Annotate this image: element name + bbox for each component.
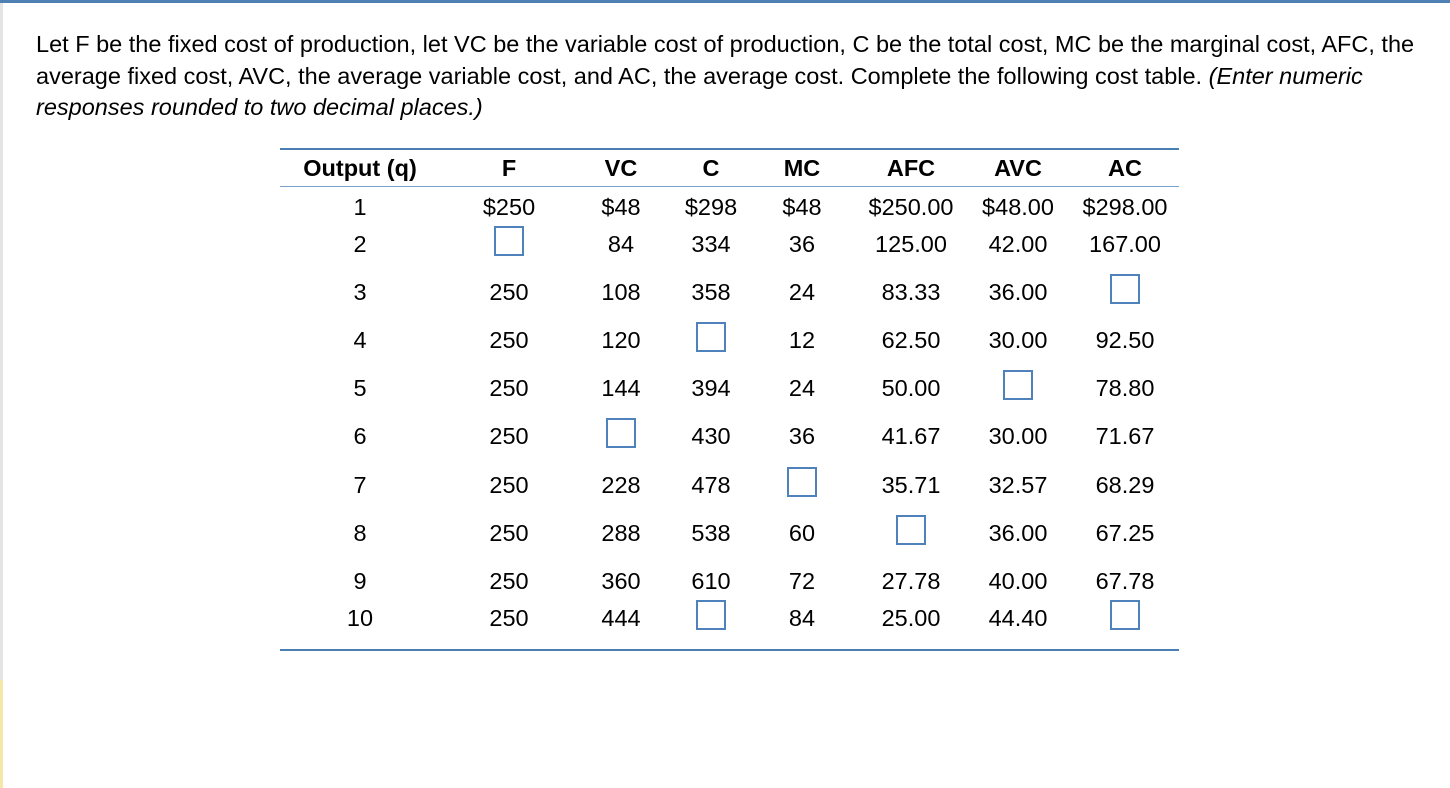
cell-vc-q5: 144 [601, 375, 641, 401]
left-edge [0, 3, 3, 788]
cell-ac-q5: 78.80 [1095, 375, 1155, 401]
cell-mc-q3: 24 [788, 279, 816, 305]
cell-c-q5: 394 [691, 375, 731, 401]
answer-input-c-q10[interactable] [696, 600, 726, 630]
cell-f-q6: 250 [489, 423, 529, 449]
cell-ac-q7: 68.29 [1095, 472, 1155, 498]
cell-c-q7: 478 [691, 472, 731, 498]
cell-afc-q6: 41.67 [881, 423, 941, 449]
cell-avc-q8: 36.00 [988, 520, 1048, 546]
header-c: C [702, 155, 720, 181]
cell-vc-q4: 120 [601, 327, 641, 353]
answer-input-avc-q5[interactable] [1003, 370, 1033, 400]
cell-mc-q2: 36 [788, 231, 816, 257]
cell-vc-q2: 84 [607, 231, 635, 257]
cell-vc-q10: 444 [601, 605, 641, 631]
cell-c-q9: 610 [691, 568, 731, 594]
cell-avc-q3: 36.00 [988, 279, 1048, 305]
cell-afc-q7: 35.71 [881, 472, 941, 498]
header-mc: MC [783, 155, 821, 181]
answer-input-c-q4[interactable] [696, 322, 726, 352]
left-edge-highlight [0, 680, 3, 788]
cell-c-q1: $298 [684, 194, 738, 220]
cell-ac-q1: $298.00 [1082, 194, 1168, 220]
cell-avc-q4: 30.00 [988, 327, 1048, 353]
cell-mc-q4: 12 [788, 327, 816, 353]
cell-avc-q1: $48.00 [982, 194, 1054, 220]
cell-vc-q1: $48 [601, 194, 641, 220]
cell-f-q10: 250 [489, 605, 529, 631]
cell-mc-q5: 24 [788, 375, 816, 401]
cell-avc-q6: 30.00 [988, 423, 1048, 449]
cell-ac-q4: 92.50 [1095, 327, 1155, 353]
cell-output-q5: 5 [353, 375, 367, 401]
table-top-rule [280, 148, 1179, 150]
header-avc: AVC [994, 155, 1042, 181]
cell-output-q10: 10 [346, 605, 374, 631]
cell-f-q4: 250 [489, 327, 529, 353]
cell-vc-q7: 228 [601, 472, 641, 498]
cell-f-q3: 250 [489, 279, 529, 305]
question-text: Let F be the fixed cost of production, l… [36, 31, 1415, 89]
cell-afc-q10: 25.00 [881, 605, 941, 631]
cell-mc-q1: $48 [782, 194, 822, 220]
cell-ac-q9: 67.78 [1095, 568, 1155, 594]
header-afc: AFC [886, 155, 936, 181]
cell-avc-q10: 44.40 [988, 605, 1048, 631]
cell-f-q9: 250 [489, 568, 529, 594]
answer-input-afc-q8[interactable] [896, 515, 926, 545]
answer-input-mc-q7[interactable] [787, 467, 817, 497]
cell-f-q1: $250 [482, 194, 536, 220]
cell-output-q3: 3 [353, 279, 367, 305]
header-output: Output (q) [303, 155, 417, 181]
cell-afc-q3: 83.33 [881, 279, 941, 305]
cell-f-q5: 250 [489, 375, 529, 401]
cell-vc-q8: 288 [601, 520, 641, 546]
question-instruction: (Enter numeric responses rounded to two … [36, 62, 1363, 121]
question-prompt: Let F be the fixed cost of production, l… [36, 29, 1416, 124]
cell-ac-q8: 67.25 [1095, 520, 1155, 546]
top-accent-bar [0, 0, 1450, 3]
cell-output-q4: 4 [353, 327, 367, 353]
cell-output-q7: 7 [353, 472, 367, 498]
header-f: F [501, 155, 517, 181]
header-ac: AC [1108, 155, 1142, 181]
cell-vc-q9: 360 [601, 568, 641, 594]
cell-vc-q3: 108 [601, 279, 641, 305]
cell-c-q8: 538 [691, 520, 731, 546]
cell-afc-q2: 125.00 [875, 231, 947, 257]
cell-ac-q2: 167.00 [1089, 231, 1161, 257]
cell-output-q9: 9 [353, 568, 367, 594]
cell-f-q7: 250 [489, 472, 529, 498]
answer-input-f-q2[interactable] [494, 226, 524, 256]
cell-mc-q10: 84 [788, 605, 816, 631]
table-bottom-rule [280, 649, 1179, 651]
header-vc: VC [604, 155, 638, 181]
cell-output-q8: 8 [353, 520, 367, 546]
cell-c-q2: 334 [691, 231, 731, 257]
cell-afc-q4: 62.50 [881, 327, 941, 353]
answer-input-ac-q3[interactable] [1110, 274, 1140, 304]
cell-ac-q6: 71.67 [1095, 423, 1155, 449]
answer-input-ac-q10[interactable] [1110, 600, 1140, 630]
cell-output-q1: 1 [353, 194, 367, 220]
cell-f-q8: 250 [489, 520, 529, 546]
cell-avc-q9: 40.00 [988, 568, 1048, 594]
table-header-rule [280, 186, 1179, 187]
cell-mc-q6: 36 [788, 423, 816, 449]
cell-output-q6: 6 [353, 423, 367, 449]
cell-mc-q8: 60 [788, 520, 816, 546]
cell-afc-q5: 50.00 [881, 375, 941, 401]
cell-avc-q7: 32.57 [988, 472, 1048, 498]
cell-c-q3: 358 [691, 279, 731, 305]
cost-table: Output (q) F VC C MC AFC AVC AC 1 $250 $48 $298 $48 $… [280, 148, 1179, 651]
answer-input-vc-q6[interactable] [606, 418, 636, 448]
cell-output-q2: 2 [353, 231, 367, 257]
cell-afc-q9: 27.78 [881, 568, 941, 594]
cell-mc-q9: 72 [788, 568, 816, 594]
cell-c-q6: 430 [691, 423, 731, 449]
cell-afc-q1: $250.00 [868, 194, 954, 220]
cell-avc-q2: 42.00 [988, 231, 1048, 257]
